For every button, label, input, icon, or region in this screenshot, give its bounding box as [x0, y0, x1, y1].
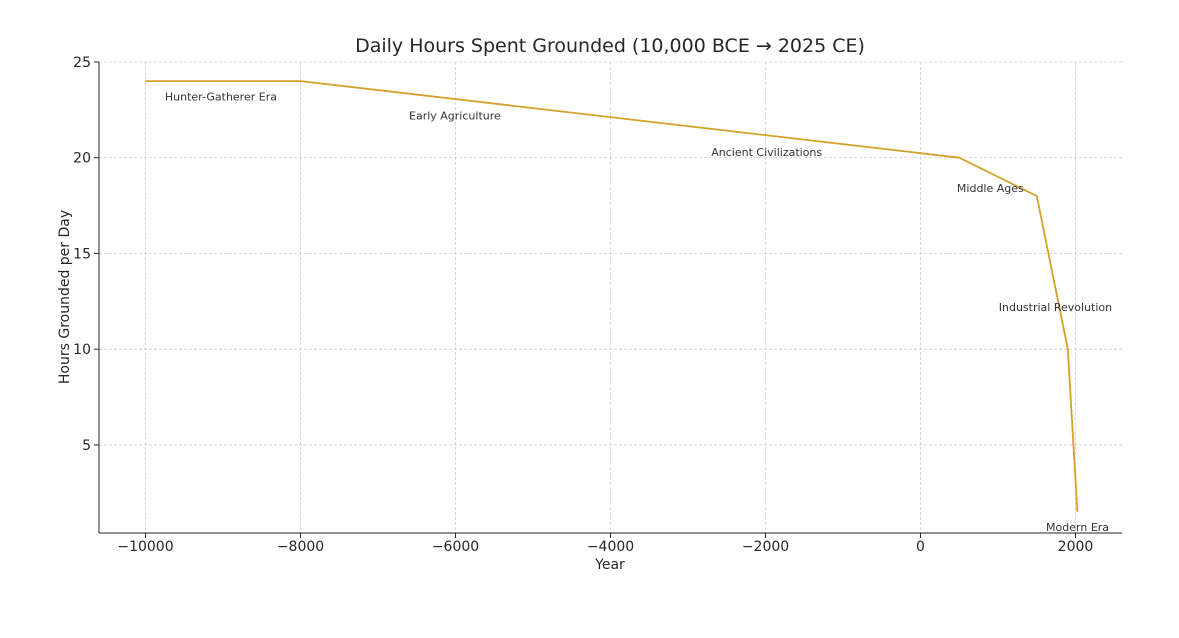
x-tick-label: −8000	[277, 539, 324, 555]
annotation-label: Hunter-Gatherer Era	[165, 90, 277, 103]
x-tick-label: −2000	[742, 539, 789, 555]
annotation-label: Industrial Revolution	[999, 301, 1112, 314]
chart-title: Daily Hours Spent Grounded (10,000 BCE →…	[355, 35, 865, 57]
x-tick-label: −6000	[432, 539, 479, 555]
y-tick-label: 5	[82, 438, 91, 454]
annotation-label: Ancient Civilizations	[711, 146, 822, 159]
y-tick-label: 25	[73, 55, 91, 71]
annotations: Hunter-Gatherer Era Early Agriculture Anci…	[165, 90, 1112, 534]
y-axis-label: Hours Grounded per Day	[57, 210, 73, 384]
series-layer	[145, 80, 1079, 512]
x-tick-label: 0	[916, 539, 925, 555]
grid	[99, 61, 1122, 533]
series-line	[145, 80, 1079, 512]
x-axis-label: Year	[594, 557, 625, 573]
x-tick-label: 2000	[1058, 539, 1094, 555]
annotation-label: Early Agriculture	[409, 109, 501, 122]
y-tick-label: 15	[73, 246, 91, 262]
ticks: −10000 −8000 −6000 −4000 −2000 0 2000 5 10 15 20 25	[73, 55, 1093, 555]
y-tick-label: 10	[73, 342, 91, 358]
x-tick-label: −10000	[117, 539, 173, 555]
annotation-label: Modern Era	[1046, 521, 1109, 534]
x-tick-label: −4000	[587, 539, 634, 555]
annotation-label: Middle Ages	[957, 182, 1024, 195]
y-tick-label: 20	[73, 151, 91, 167]
